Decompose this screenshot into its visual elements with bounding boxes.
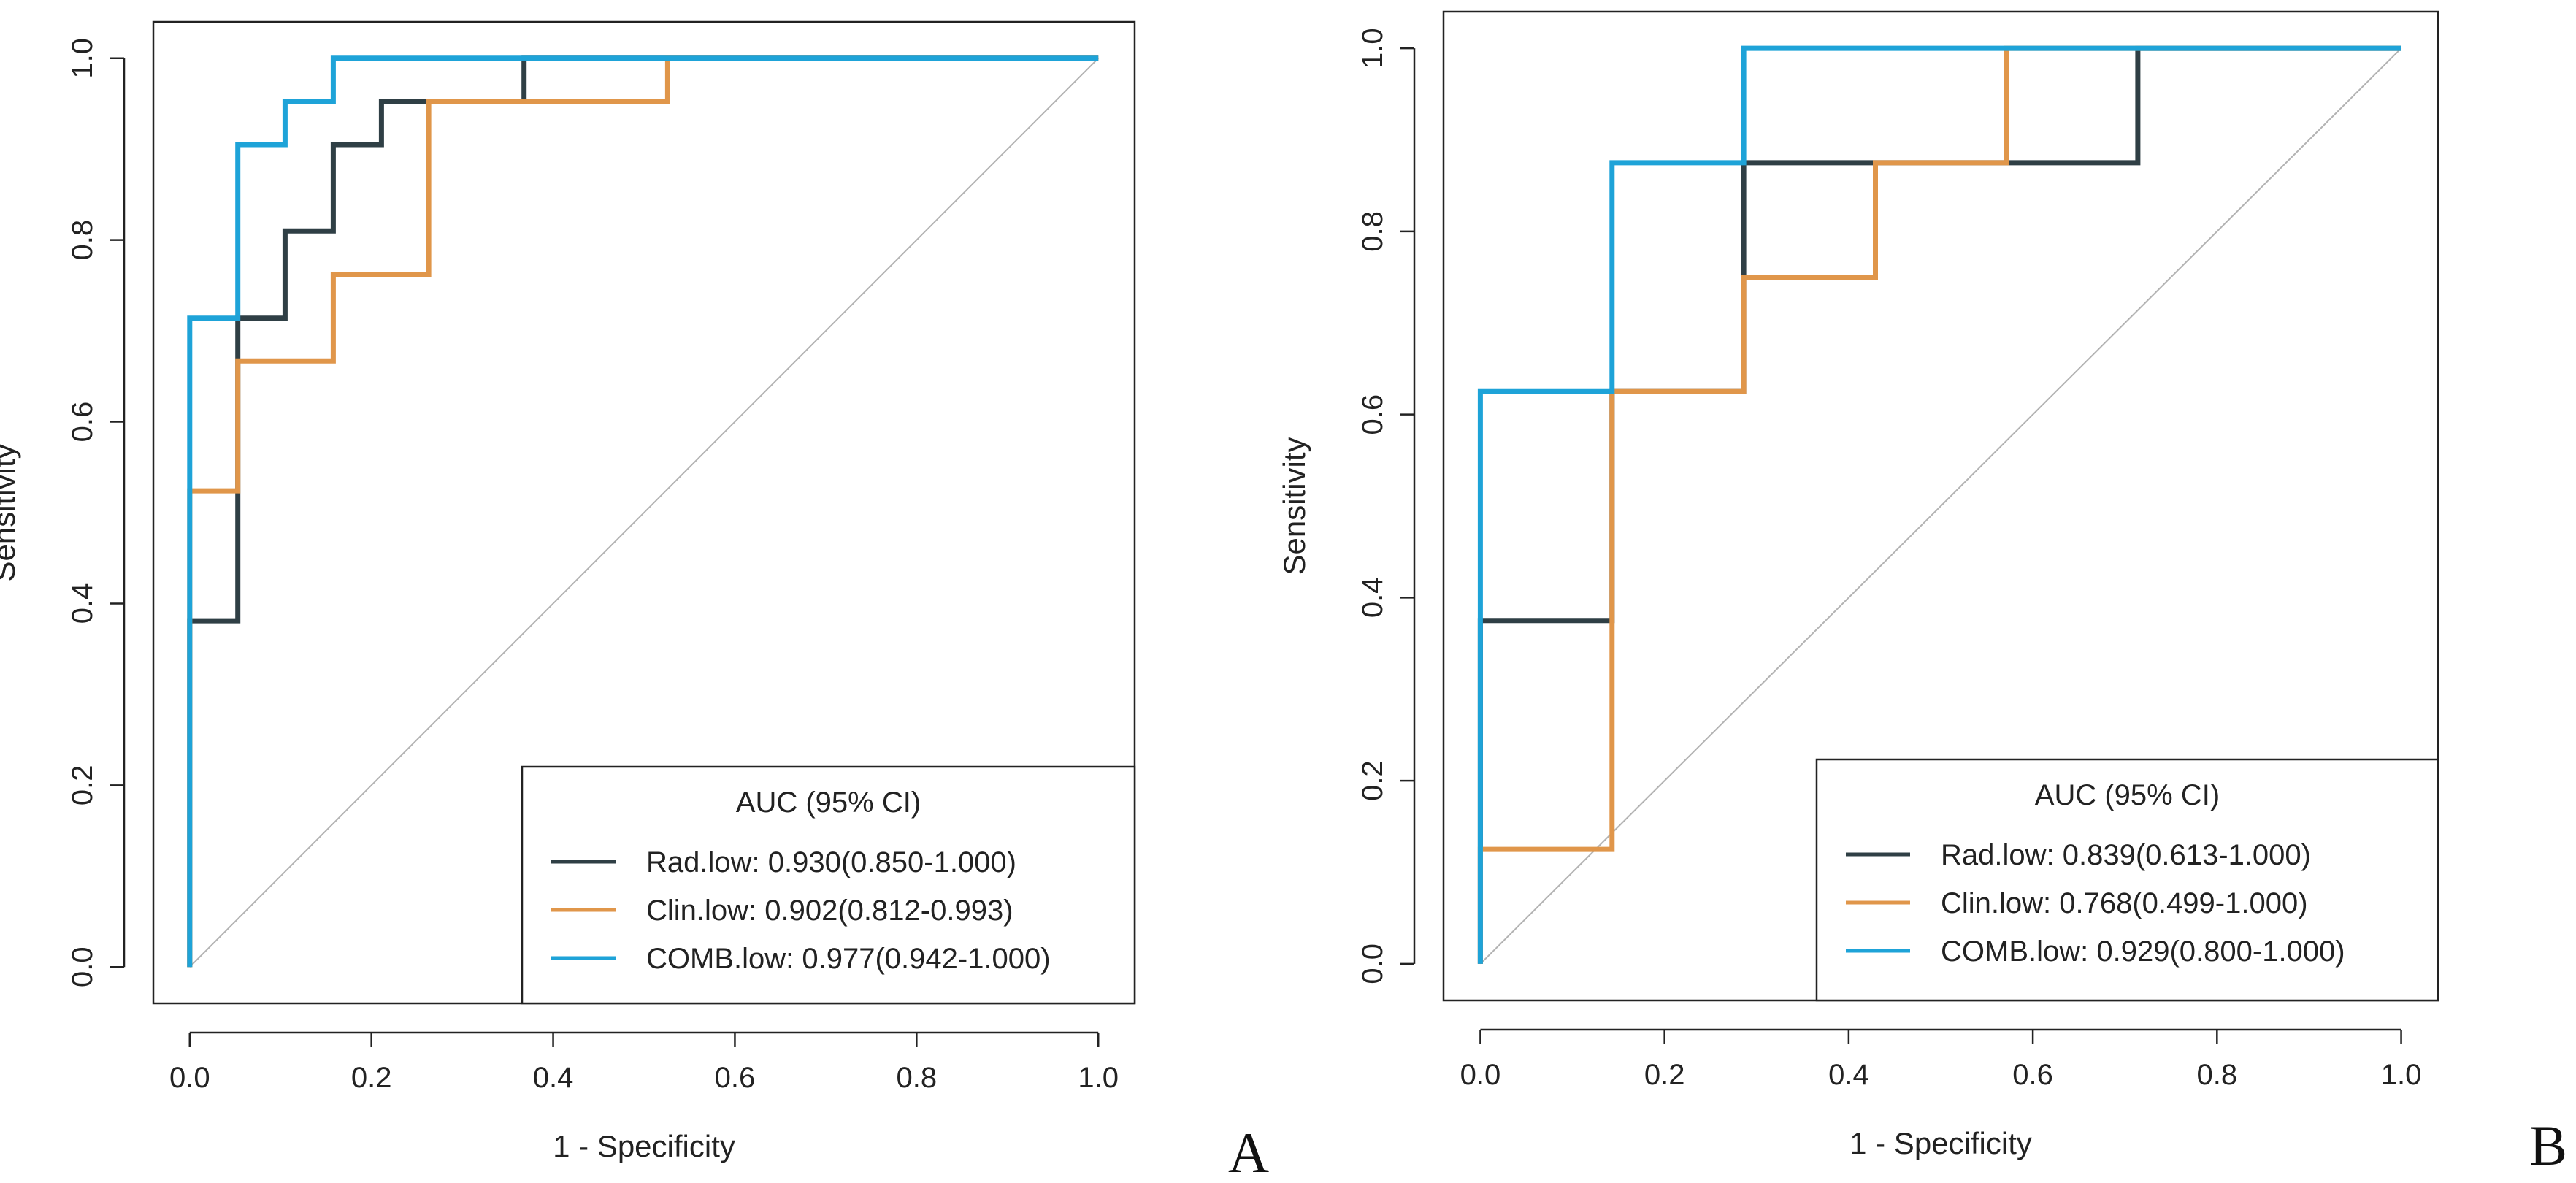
- y-tick-label: 0.6: [1357, 394, 1389, 435]
- roc-panel-b: 0.0 0.2 0.4 0.6 0.8 1.0 1 - Specificity 0.0 0.2 0…: [1277, 10, 2567, 1177]
- x-axis-title: 1 - Specificity: [1849, 1126, 2032, 1160]
- y-tick-label: 0.4: [1357, 578, 1389, 619]
- y-tick-label: 0.0: [1357, 943, 1389, 984]
- roc-curve-comb-low: [187, 55, 1099, 968]
- legend-entry: COMB.low: 0.977(0.942-1.000): [646, 943, 1051, 975]
- legend-entry: Clin.low: 0.902(0.812-0.993): [646, 895, 1013, 927]
- x-tick-label: 1.0: [1078, 1062, 1119, 1094]
- x-tick-label: 0.8: [897, 1062, 938, 1094]
- x-tick-label: 0.0: [1460, 1059, 1501, 1091]
- y-tick-label: 0.6: [66, 402, 99, 443]
- x-tick-label: 0.0: [169, 1062, 210, 1094]
- y-tick-label: 0.8: [66, 220, 99, 261]
- y-tick-label: 0.8: [1357, 211, 1389, 252]
- legend-entry: Rad.low: 0.930(0.850-1.000): [646, 846, 1016, 878]
- x-tick-label: 0.8: [2197, 1059, 2238, 1091]
- y-axis-title: Sensitivity: [1277, 437, 1311, 575]
- panel-letter: B: [2529, 1114, 2567, 1177]
- legend-box: [1815, 758, 2439, 1002]
- legend-entry: Rad.low: 0.839(0.613-1.000): [1941, 839, 2311, 871]
- legend-box: [521, 765, 1136, 1005]
- y-tick-label: 0.4: [66, 583, 99, 624]
- reference-diagonal: [1479, 47, 2402, 965]
- y-tick-label: 0.2: [1357, 760, 1389, 801]
- y-tick-label: 1.0: [1357, 28, 1389, 69]
- x-tick-label: 0.2: [1644, 1059, 1685, 1091]
- roc-panel-a: 0.0 0.2 0.4 0.6 0.8 1.0 1 - Specificity 0.0 0.2 0…: [0, 20, 1269, 1183]
- panel-letter: A: [1228, 1121, 1269, 1179]
- x-tick-label: 0.6: [2012, 1059, 2053, 1091]
- y-tick-label: 0.0: [66, 946, 99, 987]
- x-tick-label: 0.4: [533, 1062, 574, 1094]
- x-tick-label: 1.0: [2381, 1059, 2422, 1091]
- legend-title: AUC (95% CI): [2035, 779, 2220, 811]
- roc-curve-comb-low: [1477, 45, 2401, 964]
- legend-entry: Clin.low: 0.768(0.499-1.000): [1941, 887, 2308, 919]
- roc-curve-clin-low: [187, 55, 1099, 968]
- legend-title: AUC (95% CI): [736, 786, 921, 819]
- reference-diagonal: [189, 58, 1099, 968]
- y-axis-title: Sensitivity: [0, 443, 21, 581]
- legend-entry: COMB.low: 0.929(0.800-1.000): [1941, 935, 2345, 968]
- y-tick-label: 1.0: [66, 38, 99, 79]
- x-tick-label: 0.4: [1828, 1059, 1869, 1091]
- y-tick-label: 0.2: [66, 765, 99, 806]
- x-tick-label: 0.6: [715, 1062, 756, 1094]
- x-tick-label: 0.2: [351, 1062, 392, 1094]
- roc-curve-clin-low: [1477, 45, 2401, 964]
- x-axis-title: 1 - Specificity: [553, 1129, 735, 1163]
